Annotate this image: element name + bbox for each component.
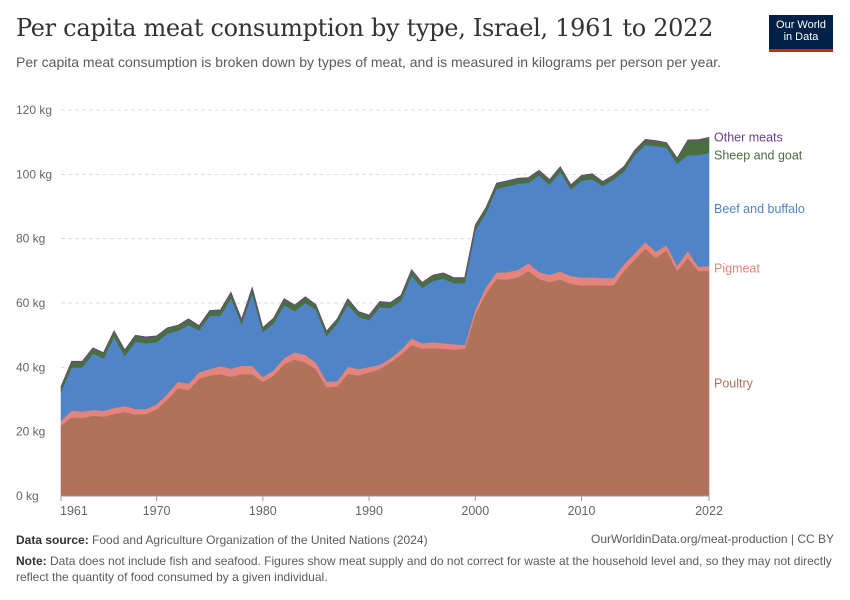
source-label: Data source: bbox=[16, 533, 89, 547]
area-other-meats[interactable] bbox=[60, 136, 710, 387]
series-label: Other meats bbox=[714, 131, 783, 145]
y-tick-label: 20 kg bbox=[16, 425, 45, 439]
data-source: Data source: Food and Agriculture Organi… bbox=[16, 532, 834, 548]
stacked-areas bbox=[60, 136, 710, 497]
owid-logo[interactable]: Our World in Data bbox=[769, 15, 833, 52]
chart-subtitle: Per capita meat consumption is broken do… bbox=[16, 54, 722, 70]
logo-line-2: in Data bbox=[783, 31, 819, 43]
series-label: Poultry bbox=[714, 376, 754, 390]
x-tick-label: 1980 bbox=[249, 504, 277, 518]
logo-line-1: Our World bbox=[776, 19, 826, 31]
y-tick-label: 80 kg bbox=[16, 232, 45, 246]
chart-note: Note: Data does not include fish and sea… bbox=[16, 553, 834, 585]
note-text: Data does not include fish and seafood. … bbox=[16, 554, 832, 584]
series-labels: Poultry Pigmeat Beef and buffalo Sheep and … bbox=[714, 131, 805, 391]
series-label: Beef and buffalo bbox=[714, 202, 805, 216]
y-tick-label: 60 kg bbox=[16, 296, 45, 310]
x-tick-label: 1961 bbox=[60, 504, 88, 518]
source-text: Food and Agriculture Organization of the… bbox=[92, 533, 428, 547]
series-label: Sheep and goat bbox=[714, 149, 803, 163]
source-url-link[interactable]: OurWorldinData.org/meat-production | CC … bbox=[591, 532, 834, 546]
area-chart: 0 kg 20 kg 40 kg 60 kg 80 kg 100 kg 120 kg 1961… bbox=[16, 103, 805, 518]
axes: 0 kg 20 kg 40 kg 60 kg 80 kg 100 kg 120 kg 1961… bbox=[16, 103, 723, 518]
series-label: Pigmeat bbox=[714, 261, 760, 275]
y-tick-label: 100 kg bbox=[16, 167, 52, 181]
note-label: Note: bbox=[16, 554, 47, 568]
x-tick-label: 2000 bbox=[461, 504, 489, 518]
y-tick-label: 120 kg bbox=[16, 103, 52, 117]
x-tick-label: 2022 bbox=[695, 504, 723, 518]
chart-title: Per capita meat consumption by type, Isr… bbox=[16, 14, 714, 42]
x-tick-label: 2010 bbox=[568, 504, 596, 518]
x-tick-label: 1990 bbox=[355, 504, 383, 518]
y-tick-label: 40 kg bbox=[16, 360, 45, 374]
x-tick-label: 1970 bbox=[143, 504, 171, 518]
y-tick-label: 0 kg bbox=[16, 489, 39, 503]
